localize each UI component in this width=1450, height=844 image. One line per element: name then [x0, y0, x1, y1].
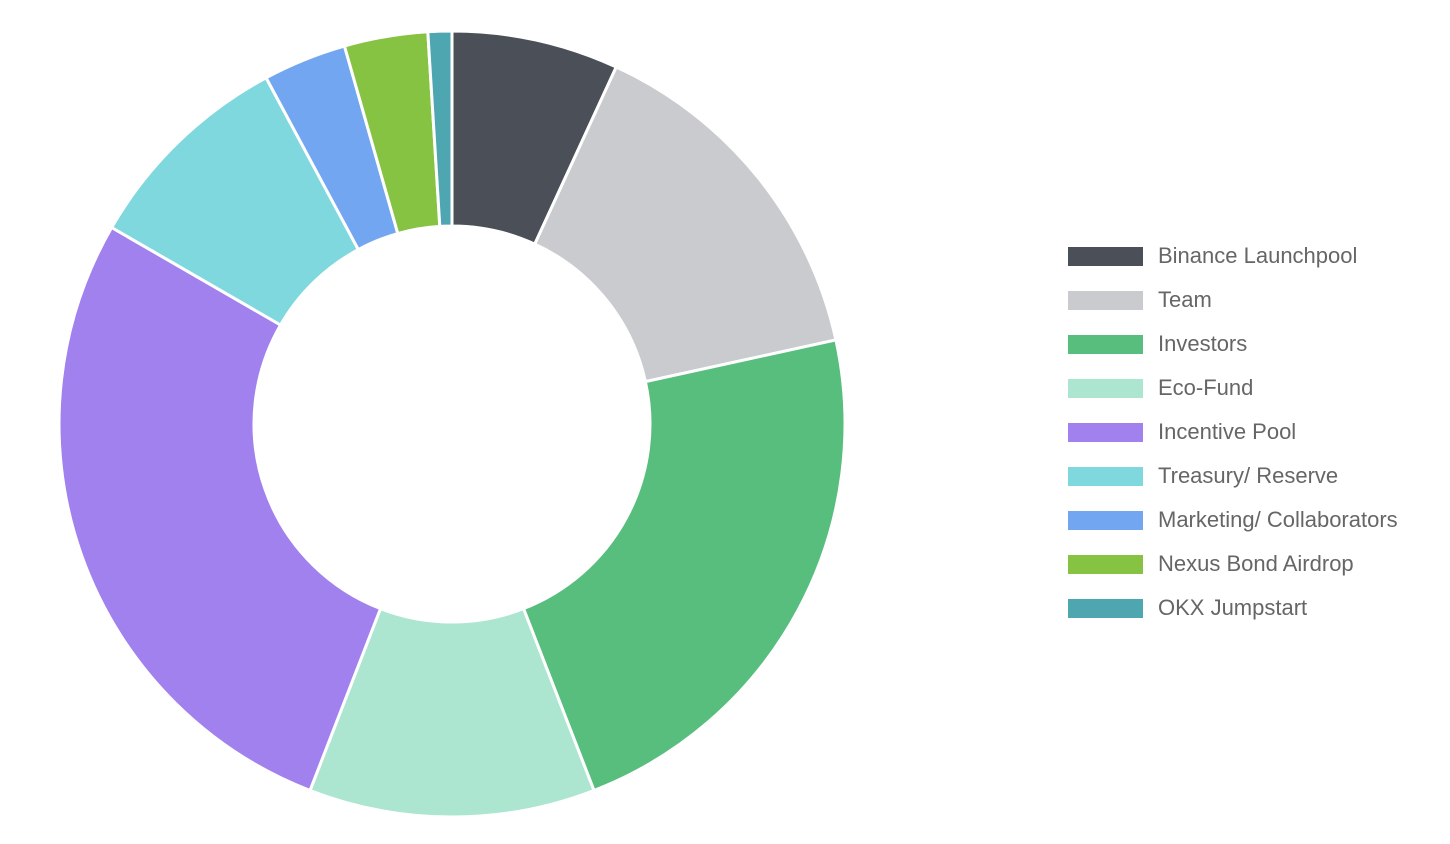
chart-legend: Binance Launchpool Team Investors Eco-Fund I…: [1068, 234, 1398, 630]
legend-item-investors[interactable]: Investors: [1068, 322, 1398, 366]
slice-team[interactable]: [532, 64, 838, 384]
legend-item-incentive-pool[interactable]: Incentive Pool: [1068, 410, 1398, 454]
legend-label: OKX Jumpstart: [1158, 595, 1308, 620]
legend-item-okx-jumpstart[interactable]: OKX Jumpstart: [1068, 586, 1398, 630]
legend-swatch: [1068, 466, 1143, 486]
slice-okx-jumpstart[interactable]: [426, 29, 454, 228]
legend-item-eco-fund[interactable]: Eco-Fund: [1068, 366, 1398, 410]
legend-item-team[interactable]: Team: [1068, 278, 1398, 322]
legend-label: Team: [1158, 287, 1212, 312]
legend-label: Binance Launchpool: [1158, 243, 1358, 268]
slice-eco-fund[interactable]: [308, 606, 596, 819]
legend-label: Investors: [1158, 331, 1248, 356]
legend-swatch: [1068, 598, 1143, 618]
legend-swatch: [1068, 378, 1143, 398]
legend-item-marketing-collaborators[interactable]: Marketing/ Collaborators: [1068, 498, 1398, 542]
legend-label: Marketing/ Collaborators: [1158, 507, 1398, 532]
legend-label: Eco-Fund: [1158, 375, 1254, 400]
legend-swatch: [1068, 290, 1143, 310]
legend-swatch: [1068, 334, 1143, 354]
legend-label: Treasury/ Reserve: [1158, 463, 1339, 488]
legend-swatch: [1068, 422, 1143, 442]
legend-item-nexus-bond-airdrop[interactable]: Nexus Bond Airdrop: [1068, 542, 1398, 586]
slice-investors[interactable]: [521, 338, 847, 793]
legend-swatch: [1068, 554, 1143, 574]
legend-swatch: [1068, 246, 1143, 266]
legend-label: Incentive Pool: [1158, 419, 1297, 444]
legend-item-treasury-reserve[interactable]: Treasury/ Reserve: [1068, 454, 1398, 498]
legend-item-binance-launchpool[interactable]: Binance Launchpool: [1068, 234, 1398, 278]
legend-label: Nexus Bond Airdrop: [1158, 551, 1354, 576]
legend-swatch: [1068, 510, 1143, 530]
slice-incentive-pool[interactable]: [57, 225, 383, 793]
